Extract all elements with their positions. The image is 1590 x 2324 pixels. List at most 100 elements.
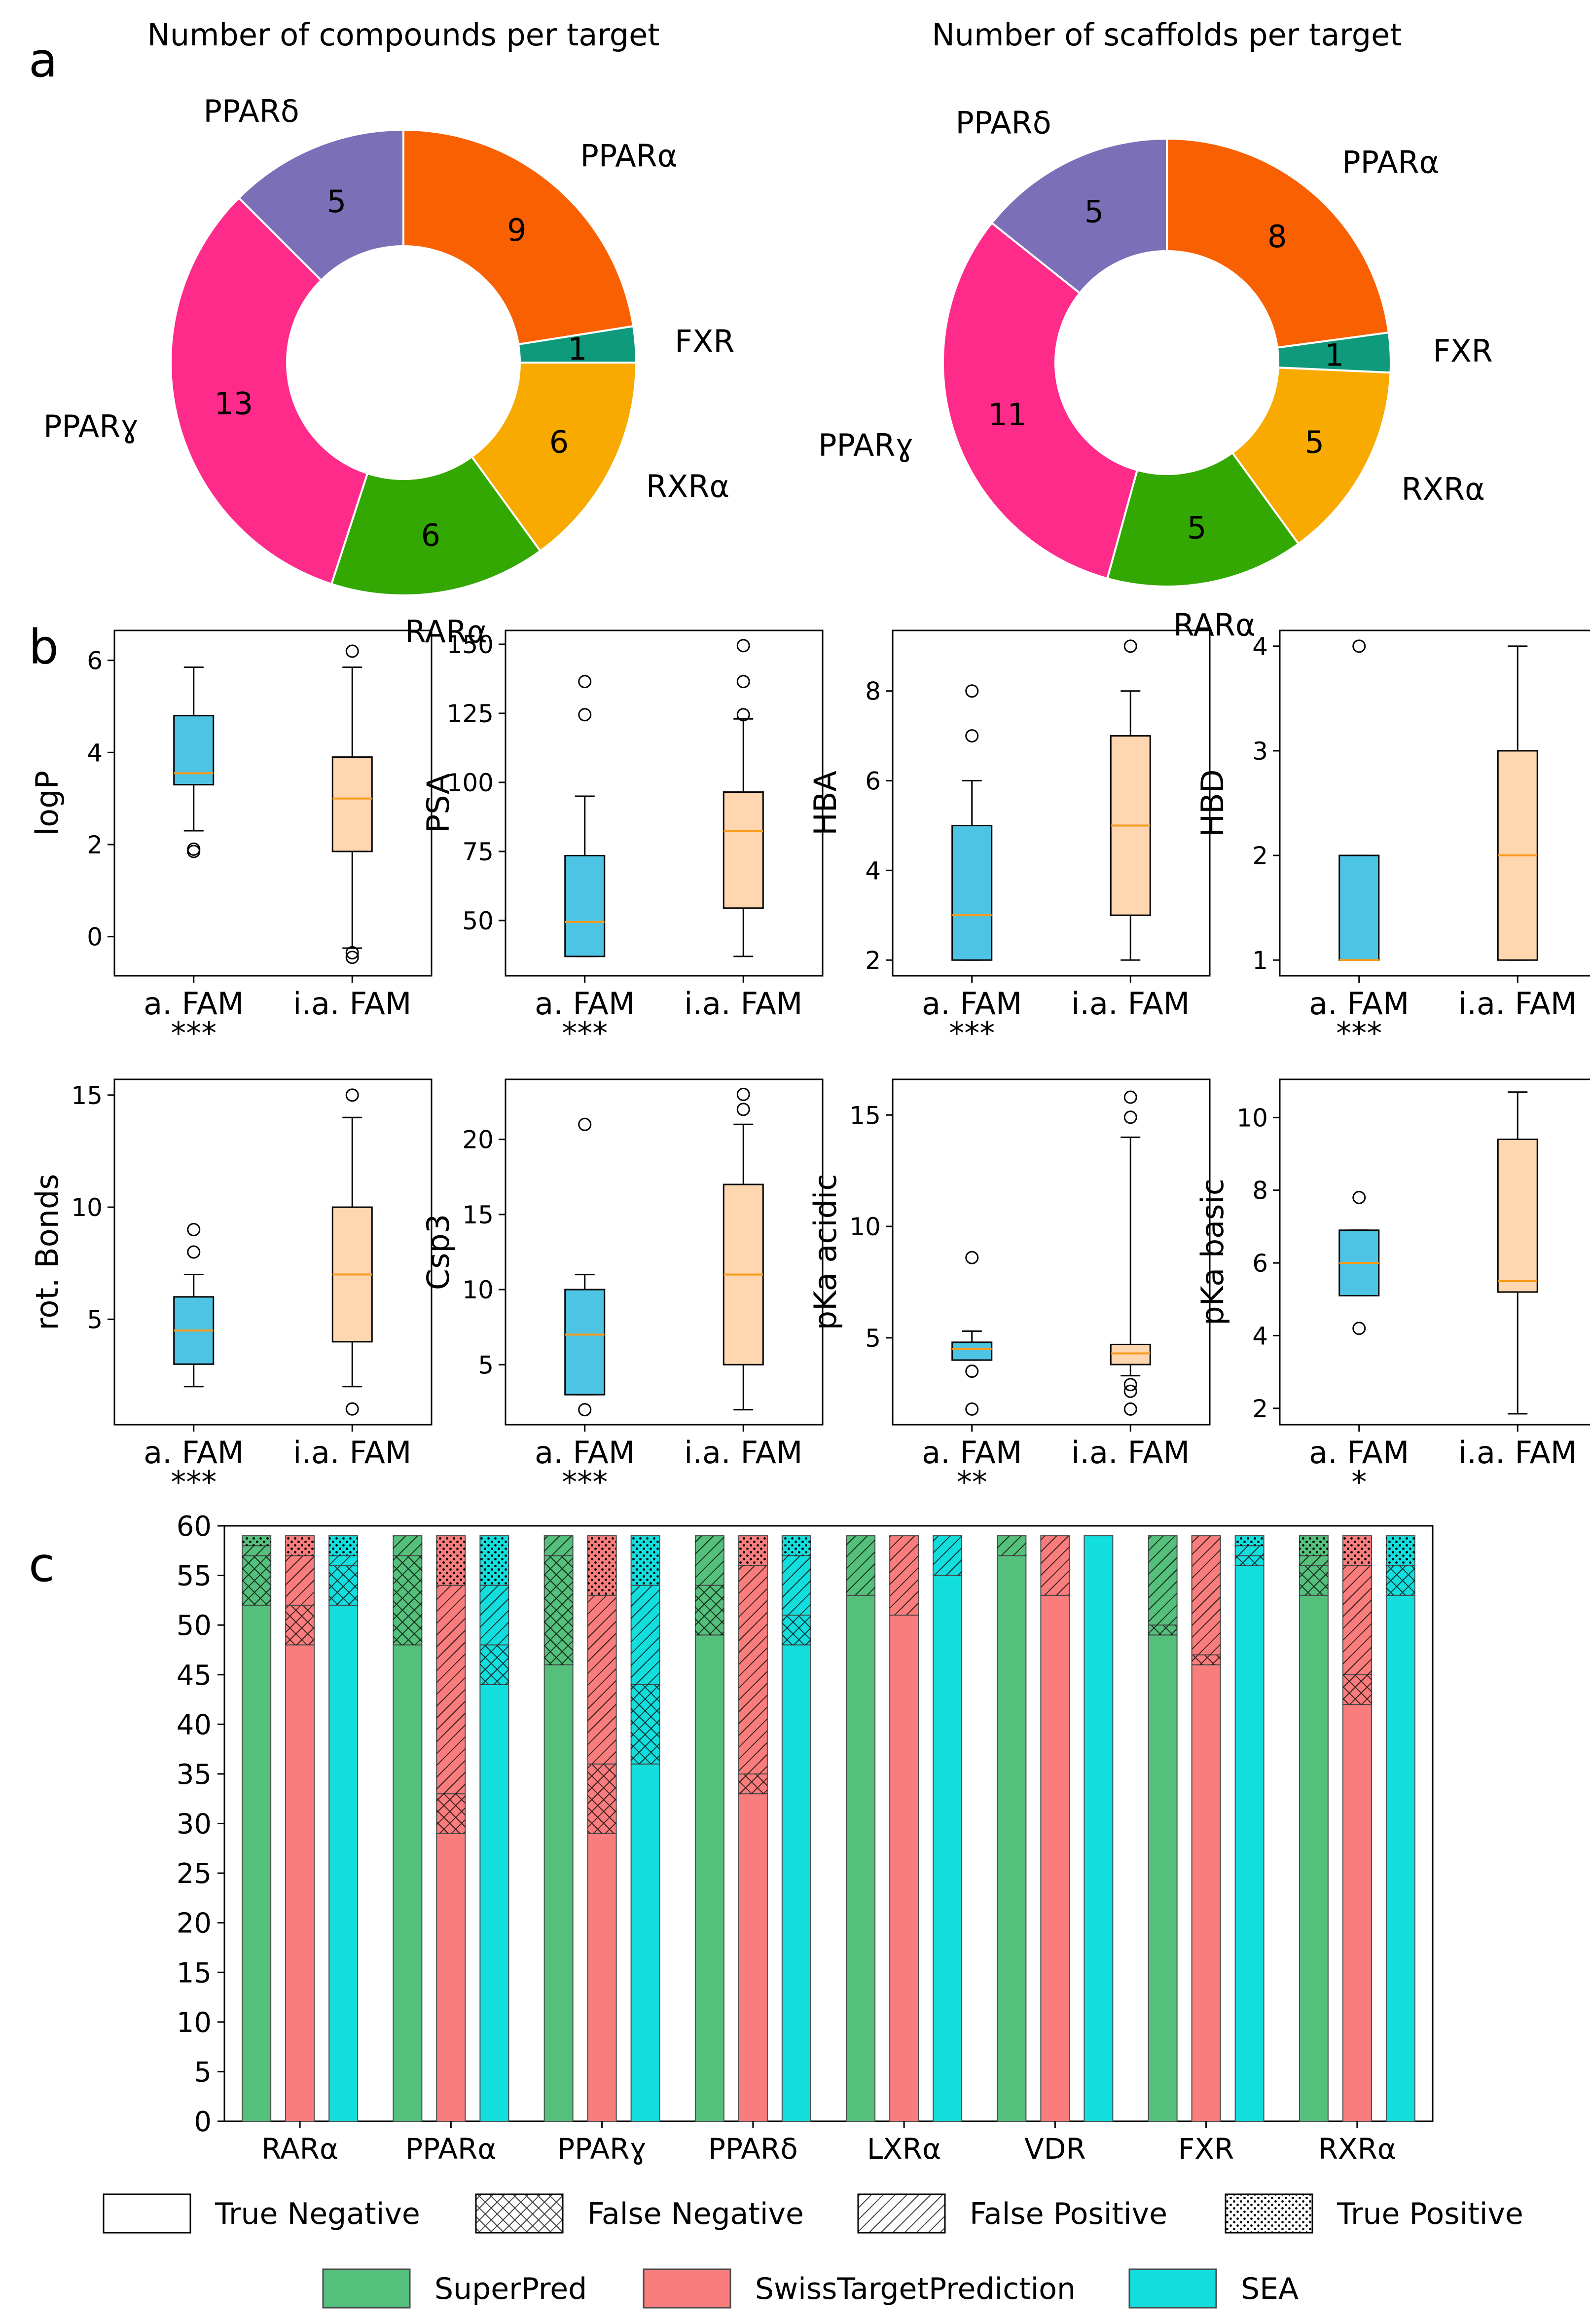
bar-segment <box>328 1604 359 2122</box>
bar-segment-pattern <box>738 1773 767 1794</box>
legend-swatch <box>322 2268 411 2309</box>
legend-color-item: SwissTargetPrediction <box>643 2268 1076 2309</box>
bar-segment-pattern <box>587 1595 616 1764</box>
bar-segment-pattern <box>329 1565 358 1605</box>
y-tick-label: 35 <box>177 1759 212 1791</box>
significance-marker: *** <box>1336 1015 1382 1051</box>
panel-label-a: a <box>29 33 58 88</box>
legend-swatch <box>643 2268 731 2309</box>
donut-title: Number of scaffolds per target <box>932 17 1402 53</box>
outlier-point <box>345 1088 359 1102</box>
bar-segment-pattern <box>393 1536 422 1556</box>
bar-segment-pattern <box>436 1536 466 1586</box>
bar-segment <box>889 1615 919 2122</box>
bar-segment-pattern <box>587 1536 616 1595</box>
iqr-box <box>951 1341 993 1361</box>
slice-value: 8 <box>1267 219 1287 255</box>
slice-value: 11 <box>988 397 1027 433</box>
bar-segment <box>242 1604 272 2122</box>
bar-segment-pattern <box>890 1536 919 1616</box>
y-tick-label: 50 <box>177 1610 212 1642</box>
bar-segment <box>630 1763 660 2122</box>
donut-slice <box>402 128 635 346</box>
bar-segment-pattern <box>933 1536 962 1576</box>
outlier-point <box>965 684 979 698</box>
iqr-box <box>1110 1343 1151 1365</box>
y-tick-label: 5 <box>194 2056 212 2088</box>
bar-segment-pattern <box>782 1615 811 1645</box>
bar-segment-pattern <box>695 1585 724 1635</box>
panel-label-b: b <box>29 620 59 675</box>
outlier-point <box>736 1103 750 1116</box>
box-plot-logp: 0 2 4 6 logP a. FAM i.a. FAM *** <box>29 629 433 1051</box>
x-tick-label: RXRα <box>1318 2132 1397 2166</box>
slice-value: 9 <box>507 212 526 248</box>
bar-segment-pattern <box>393 1555 422 1645</box>
significance-marker: *** <box>171 1015 217 1051</box>
bar-segment-pattern <box>782 1555 811 1616</box>
bar-segment-pattern <box>1148 1536 1177 1625</box>
bar-segment-pattern <box>286 1605 315 1645</box>
bar-segment-pattern <box>1342 1565 1372 1675</box>
legend-pattern-item: True Negative <box>103 2193 420 2234</box>
slice-label: RARα <box>405 614 487 650</box>
outlier-point <box>736 1087 750 1101</box>
y-tick-label: 4 <box>1252 1322 1268 1350</box>
legend-swatch <box>1128 2268 1217 2309</box>
box-plot-pka-acidic: 5 10 15 pKa acidic a. FAM i.a. FAM ** <box>807 1078 1211 1500</box>
y-tick-label: 55 <box>177 1560 212 1592</box>
x-tick-label: i.a. FAM <box>1458 1435 1577 1471</box>
outlier-point <box>736 639 750 653</box>
x-tick-label: a. FAM <box>535 1435 635 1471</box>
slice-label: PPARδ <box>204 93 299 129</box>
bar-segment-pattern <box>1342 1536 1372 1566</box>
bar-segment-pattern <box>329 1555 358 1566</box>
slice-value: 5 <box>1084 194 1104 230</box>
bar-segment-pattern <box>631 1536 660 1586</box>
y-tick-label: 15 <box>849 1101 881 1130</box>
donut-slice <box>1231 367 1392 546</box>
donut-chart-1: Number of compounds per target 9 PPARα 1 FXR… <box>43 17 735 650</box>
y-tick-label: 45 <box>177 1660 212 1692</box>
bar-segment-pattern <box>544 1555 573 1665</box>
bar-segment <box>738 1793 768 2122</box>
y-tick-label: 125 <box>447 700 494 728</box>
legend-label: False Negative <box>587 2197 804 2231</box>
bar-segment-pattern <box>286 1536 315 1556</box>
plot-frame <box>1279 629 1590 977</box>
outlier-point <box>1123 1110 1137 1124</box>
bar-segment-pattern <box>242 1546 271 1556</box>
bar-group-6: FXR <box>1148 1535 1265 2166</box>
y-tick-label: 2 <box>865 946 881 975</box>
outlier-point <box>1352 639 1366 653</box>
outlier-point <box>1123 1378 1137 1392</box>
y-tick-label: 8 <box>865 677 881 706</box>
y-axis-label: rot. Bonds <box>29 1174 65 1330</box>
bar-segment <box>1234 1565 1265 2122</box>
y-axis-label: Csp3 <box>420 1214 456 1290</box>
plot-frame <box>505 629 824 977</box>
stacked-bar-chart: 0 5 10 15 20 25 30 35 40 45 50 55 60 RARα PPARα PPARɣ PP… <box>103 1511 1523 2309</box>
slice-label: RXRα <box>646 469 730 505</box>
iqr-box <box>723 791 764 909</box>
x-tick-label: a. FAM <box>1309 1435 1409 1471</box>
bar-segment-pattern <box>1386 1536 1415 1566</box>
significance-marker: *** <box>949 1015 995 1051</box>
bar-segment-pattern <box>1235 1546 1264 1556</box>
outlier-point <box>187 842 201 856</box>
x-tick-label: RARα <box>261 2132 338 2166</box>
bar-segment <box>694 1634 724 2122</box>
y-tick-label: 10 <box>849 1213 881 1241</box>
iqr-box <box>1338 854 1380 961</box>
panel-label-c: c <box>29 1537 55 1592</box>
legend-pattern-item: False Positive <box>857 2193 1167 2234</box>
y-tick-label: 0 <box>194 2106 212 2138</box>
slice-label: FXR <box>1433 333 1492 369</box>
y-tick-label: 2 <box>1252 842 1268 870</box>
significance-marker: *** <box>171 1464 217 1500</box>
y-tick-label: 75 <box>462 838 494 866</box>
bar-group-0: RARα <box>242 1535 359 2166</box>
y-axis-label: HBD <box>1194 770 1230 837</box>
